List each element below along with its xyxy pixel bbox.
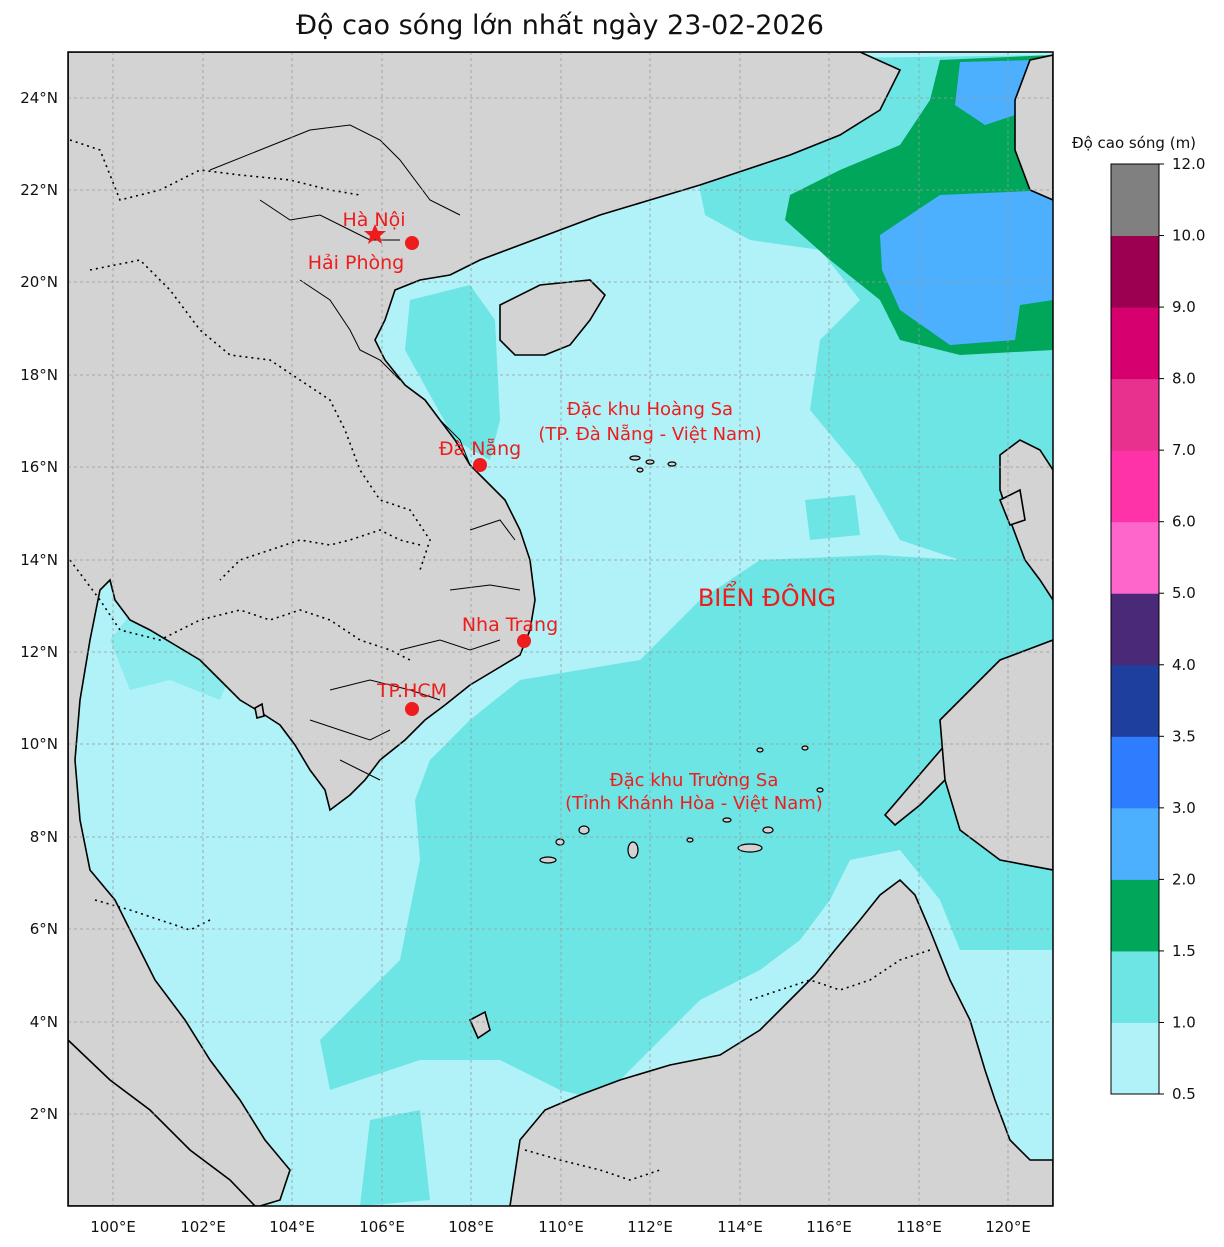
lat-tick-10: 10°N [20, 735, 58, 753]
colorbar-tick-label: 7.0 [1172, 441, 1196, 459]
star-icon [364, 224, 386, 244]
gridlines [68, 52, 1053, 1206]
colorbar-block [1111, 307, 1159, 380]
sumatra-island [68, 1038, 257, 1206]
colorbar-tick-label: 2.0 [1172, 870, 1196, 888]
colorbar-block [1111, 521, 1159, 594]
colorbar-block [1111, 235, 1159, 308]
colorbar-frame [1110, 163, 1160, 1095]
colorbar-block [1111, 378, 1159, 451]
map-title: Độ cao sóng lớn nhất ngày 23-02-2026 [296, 10, 824, 41]
colorbar-tick-label: 0.5 [1172, 1085, 1196, 1103]
dot-icon [405, 236, 419, 250]
lon-tick-106: 106°E [359, 1218, 405, 1236]
lon-tick-120: 120°E [985, 1218, 1031, 1236]
colorbar-block [1111, 950, 1159, 1023]
truong-sa-label-line2: (Tỉnh Khánh Hòa - Việt Nam) [565, 793, 823, 814]
lon-tick-labels: 100°E 102°E 104°E 106°E 108°E 110°E 112°… [90, 1218, 1031, 1236]
colorbar-block [1111, 879, 1159, 952]
lat-tick-22: 22°N [20, 181, 58, 199]
mainland-asia [68, 52, 902, 1206]
city-labels: Hà Nội Hải Phòng Đà Nẵng Nha Trang TP.HC… [308, 209, 558, 702]
lat-tick-4: 4°N [30, 1013, 58, 1031]
natuna-island [468, 1010, 491, 1040]
colorbar-tick-label: 4.0 [1172, 656, 1196, 674]
lon-tick-112: 112°E [627, 1218, 673, 1236]
colorbar-blocks [1111, 164, 1159, 1095]
lat-tick-12: 12°N [20, 643, 58, 661]
lon-tick-102: 102°E [180, 1218, 226, 1236]
lat-tick-8: 8°N [30, 828, 58, 846]
colorbar-tick-label: 6.0 [1172, 513, 1196, 531]
colorbar-tick-label: 1.0 [1172, 1013, 1196, 1031]
city-label-nha-trang: Nha Trang [462, 614, 558, 636]
hoang-sa-label-line2: (TP. Đà Nẵng - Việt Nam) [538, 424, 761, 445]
lat-tick-labels: 2°N 4°N 6°N 8°N 10°N 12°N 14°N 16°N 18°N… [20, 89, 58, 1123]
colorbar-title: Độ cao sóng (m) [1072, 134, 1196, 152]
lat-tick-14: 14°N [20, 551, 58, 569]
province-borders [209, 124, 521, 781]
dot-icon [517, 634, 531, 648]
city-label-da-nang: Đà Nẵng [439, 437, 521, 460]
colorbar-block [1111, 593, 1159, 666]
colorbar-tick-label: 1.5 [1172, 942, 1196, 960]
wave-zone-2-3m [880, 60, 1053, 345]
lon-tick-110: 110°E [538, 1218, 584, 1236]
dot-icon [473, 458, 487, 472]
colorbar-tick-label: 3.5 [1172, 727, 1196, 745]
visayas-islands [939, 639, 1053, 871]
city-label-ha-noi: Hà Nội [342, 209, 405, 231]
lat-tick-24: 24°N [20, 89, 58, 107]
lat-tick-2: 2°N [30, 1105, 58, 1123]
colorbar-tick-label: 8.0 [1172, 370, 1196, 388]
lat-tick-20: 20°N [20, 273, 58, 291]
lat-tick-16: 16°N [20, 458, 58, 476]
colorbar-block [1111, 736, 1159, 809]
lon-tick-114: 114°E [717, 1218, 763, 1236]
city-label-tphcm: TP.HCM [376, 680, 447, 702]
phu-quoc-island [254, 702, 265, 720]
colorbar-block [1111, 664, 1159, 737]
lon-tick-108: 108°E [448, 1218, 494, 1236]
colorbar: Độ cao sóng (m) 0.5 1.0 1.5 2.0 3.0 3.5 4.0 5.0… [1072, 134, 1205, 1103]
lon-tick-116: 116°E [806, 1218, 852, 1236]
lat-tick-18: 18°N [20, 366, 58, 384]
colorbar-tick-label: 12.0 [1172, 155, 1205, 173]
country-borders [69, 139, 931, 1181]
colorbar-block [1111, 450, 1159, 523]
map-plot-area [68, 52, 1053, 1206]
lon-tick-104: 104°E [269, 1218, 315, 1236]
borneo-island [509, 878, 1053, 1206]
colorbar-tick-label: 9.0 [1172, 298, 1196, 316]
colorbar-block [1111, 164, 1159, 237]
lon-tick-118: 118°E [896, 1218, 942, 1236]
north-luzon [998, 488, 1026, 526]
region-labels: Đặc khu Hoàng Sa (TP. Đà Nẵng - Việt Nam… [538, 399, 836, 814]
bien-dong-label: BIỂN ĐÔNG [698, 580, 836, 612]
colorbar-block [1111, 1022, 1159, 1095]
dot-icon [405, 702, 419, 716]
colorbar-tick-label: 10.0 [1172, 227, 1205, 245]
map-frame [67, 51, 1054, 1207]
city-label-hai-phong: Hải Phòng [308, 252, 404, 274]
city-markers [364, 224, 531, 716]
lon-tick-100: 100°E [90, 1218, 136, 1236]
land-masses [68, 52, 1053, 1206]
hainan-island [499, 279, 607, 356]
colorbar-ticks: 0.5 1.0 1.5 2.0 3.0 3.5 4.0 5.0 6.0 7.0 8.0 9.0 10.0… [1159, 155, 1205, 1103]
lat-tick-6: 6°N [30, 920, 58, 938]
truong-sa-label-line1: Đặc khu Trường Sa [610, 770, 779, 791]
colorbar-block [1111, 807, 1159, 880]
colorbar-tick-label: 3.0 [1172, 799, 1196, 817]
hoang-sa-label-line1: Đặc khu Hoàng Sa [567, 399, 733, 420]
colorbar-tick-label: 5.0 [1172, 584, 1196, 602]
